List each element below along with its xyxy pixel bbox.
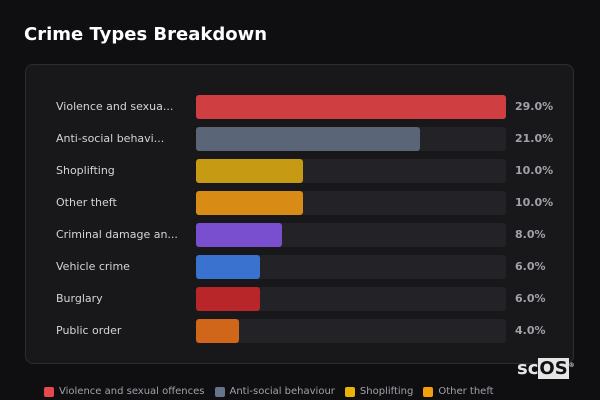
bar	[196, 95, 506, 119]
category-label: Violence and sexua...	[56, 100, 174, 113]
bar-track	[196, 255, 506, 279]
legend-item[interactable]: Violence and sexual offences	[44, 386, 205, 397]
legend-label: Shoplifting	[359, 386, 414, 397]
category-label: Other theft	[56, 196, 117, 209]
legend-item[interactable]: Anti-social behaviour	[214, 386, 335, 397]
legend-label: Other theft	[438, 386, 494, 397]
legend: Violence and sexual offences Anti-social …	[44, 386, 494, 397]
bar	[196, 159, 303, 183]
bar-track	[196, 223, 506, 247]
value-label: 4.0%	[515, 324, 546, 337]
category-label: Vehicle crime	[56, 260, 130, 273]
legend-swatch	[214, 386, 225, 397]
legend-swatch	[344, 386, 355, 397]
legend-item[interactable]: Shoplifting	[344, 386, 414, 397]
bar	[196, 287, 261, 311]
chart-card: Violence and sexua... 29.0% Anti-social b…	[25, 64, 574, 364]
bar	[196, 191, 303, 215]
bar-track	[196, 127, 506, 151]
value-label: 10.0%	[515, 196, 554, 209]
bar-row: Vehicle crime 6.0%	[26, 255, 573, 279]
bar-track	[196, 319, 506, 343]
value-label: 21.0%	[515, 132, 554, 145]
bar	[196, 223, 282, 247]
logo-text-boxed: OS	[538, 358, 569, 379]
scos-logo: scOS®	[517, 358, 575, 379]
value-label: 10.0%	[515, 164, 554, 177]
logo-text: sc	[517, 358, 539, 379]
legend-label: Violence and sexual offences	[59, 386, 205, 397]
category-label: Criminal damage an...	[56, 228, 178, 241]
bar-track	[196, 159, 506, 183]
bar-row: Shoplifting 10.0%	[26, 159, 573, 183]
value-label: 6.0%	[515, 260, 546, 273]
bar-track	[196, 287, 506, 311]
bar-track	[196, 191, 506, 215]
category-label: Shoplifting	[56, 164, 115, 177]
registered-mark: ®	[568, 362, 575, 369]
bar	[196, 255, 261, 279]
legend-label: Anti-social behaviour	[229, 386, 335, 397]
bar-row: Public order 4.0%	[26, 319, 573, 343]
bar-track	[196, 95, 506, 119]
bar-row: Violence and sexua... 29.0%	[26, 95, 573, 119]
value-label: 6.0%	[515, 292, 546, 305]
legend-item[interactable]: Other theft	[423, 386, 494, 397]
bar-row: Anti-social behavi... 21.0%	[26, 127, 573, 151]
bar-row: Burglary 6.0%	[26, 287, 573, 311]
value-label: 8.0%	[515, 228, 546, 241]
bar-row: Other theft 10.0%	[26, 191, 573, 215]
bar	[196, 319, 239, 343]
value-label: 29.0%	[515, 100, 554, 113]
bar-row: Criminal damage an... 8.0%	[26, 223, 573, 247]
legend-swatch	[44, 386, 54, 397]
legend-swatch	[423, 386, 434, 397]
chart-title: Crime Types Breakdown	[24, 24, 268, 45]
category-label: Anti-social behavi...	[56, 132, 165, 145]
category-label: Burglary	[56, 292, 103, 305]
category-label: Public order	[56, 324, 122, 337]
bar	[196, 127, 421, 151]
